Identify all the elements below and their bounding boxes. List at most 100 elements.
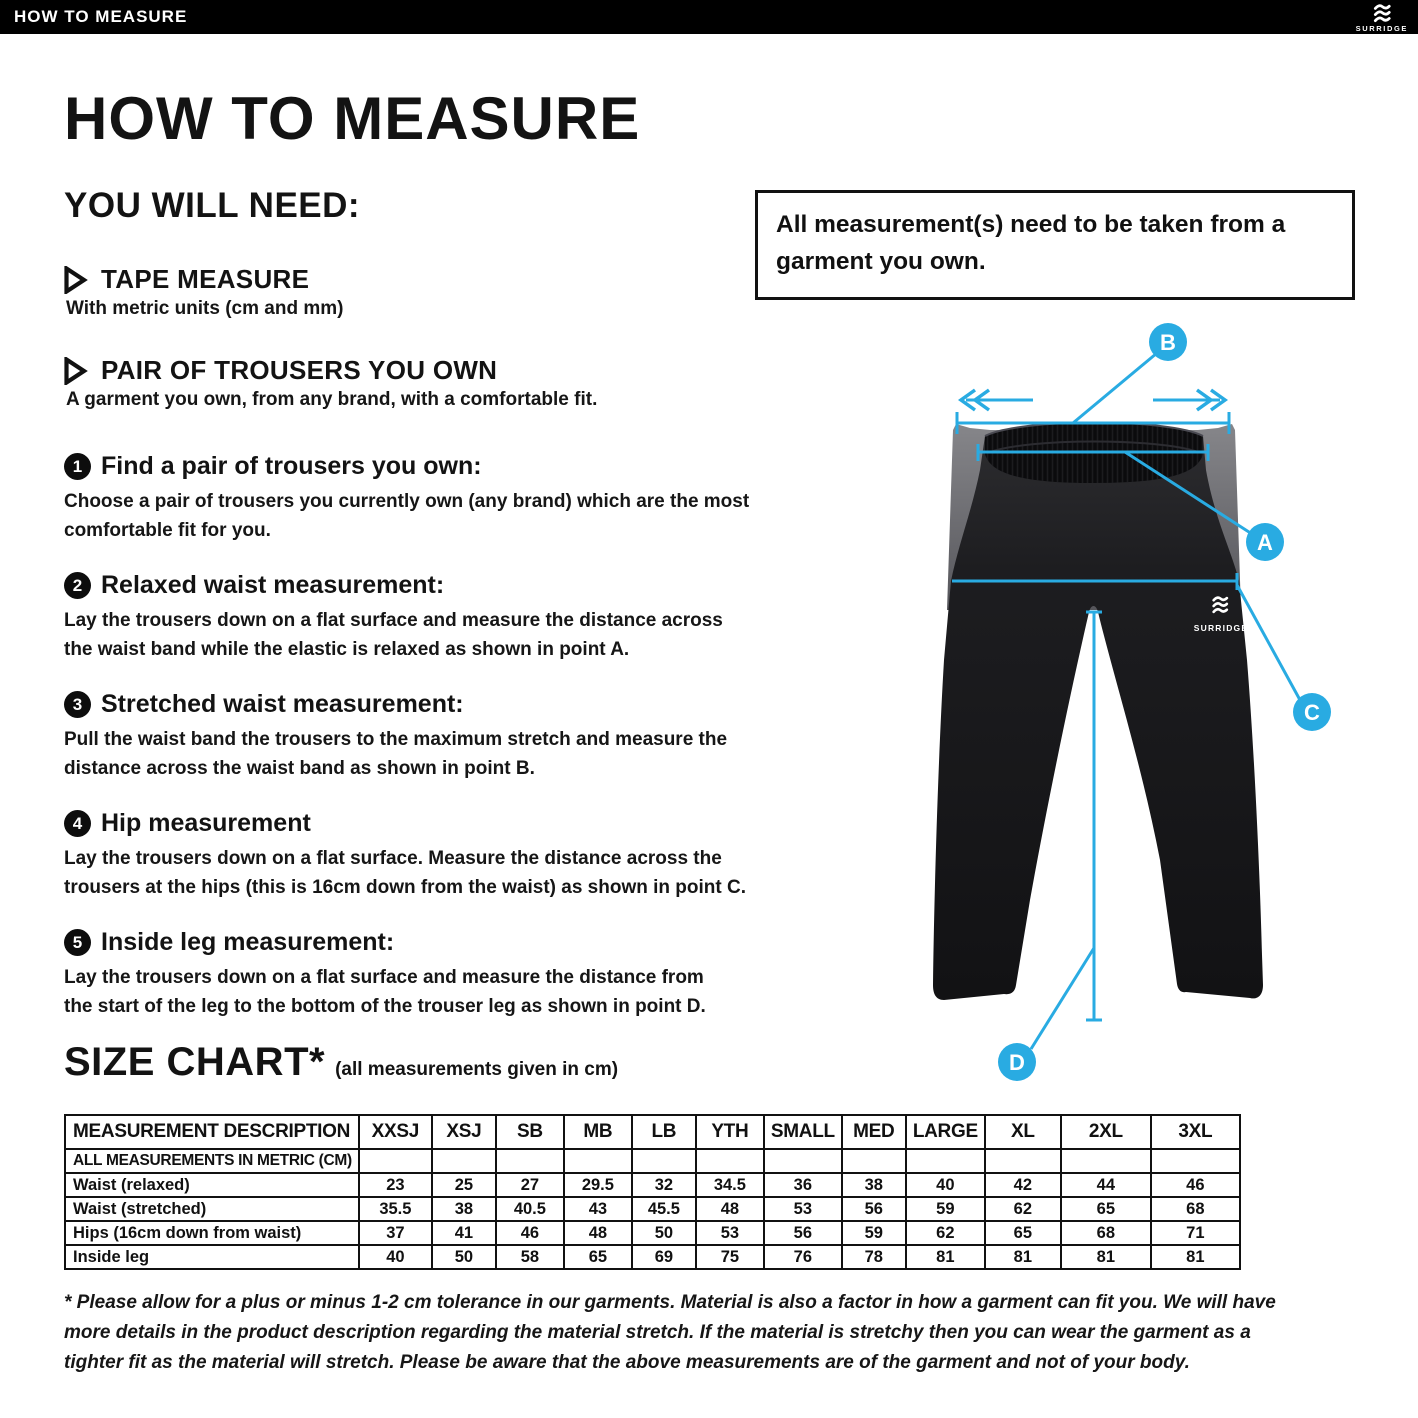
empty-cell	[983, 1148, 1062, 1174]
measurement-value-cell: 68	[1149, 1196, 1241, 1222]
tolerance-footnote: * Please allow for a plus or minus 1-2 c…	[64, 1292, 1276, 1374]
measurement-value-cell: 43	[562, 1196, 633, 1222]
size-column-header: MED	[840, 1114, 907, 1150]
measurement-value-cell: 38	[840, 1172, 907, 1198]
size-chart-title: SIZE CHART*	[64, 1040, 326, 1084]
step-number-badge: 1	[64, 453, 91, 480]
step-number-badge: 3	[64, 691, 91, 718]
size-column-header: 3XL	[1149, 1114, 1241, 1150]
measurement-value-cell: 27	[494, 1172, 565, 1198]
measurement-point-badges: B A C D	[998, 323, 1331, 1081]
measure-step: 2 Relaxed waist measurement: Lay the trous…	[64, 571, 844, 664]
point-D-badge	[998, 1043, 1036, 1081]
size-chart-table: MEASUREMENT DESCRIPTION XXSJ XSJ SB MB LB YTH S…	[64, 1114, 1241, 1270]
size-chart-heading: SIZE CHART* (all measurements given in c…	[64, 1040, 618, 1085]
measurement-value-cell: 38	[430, 1196, 497, 1222]
surridge-logo: SURRIDGE	[1356, 2, 1408, 33]
step-number-badge: 2	[64, 572, 91, 599]
measurement-value-cell: 53	[762, 1196, 843, 1222]
table-row: Waist (stretched) 35.5 38 40.5 43 45.5 48 53 56 5…	[64, 1196, 1241, 1222]
step-title: Find a pair of trousers you own:	[101, 452, 482, 480]
measurement-value-cell: 81	[904, 1244, 986, 1270]
size-column-header: XSJ	[430, 1114, 497, 1150]
size-column-header: MEASUREMENT DESCRIPTION	[64, 1114, 360, 1150]
measurement-value-cell: 45.5	[630, 1196, 697, 1222]
measurement-value-cell: 65	[1059, 1196, 1152, 1222]
measurement-value-cell: 65	[562, 1244, 633, 1270]
measurement-value-cell: 78	[840, 1244, 907, 1270]
point-D-label: D	[1009, 1050, 1025, 1075]
empty-cell	[630, 1148, 697, 1174]
size-column-header: XXSJ	[357, 1114, 433, 1150]
measurement-value-cell: 25	[430, 1172, 497, 1198]
leader-line-A	[1124, 450, 1253, 536]
measurement-value-cell: 56	[840, 1196, 907, 1222]
measurement-value-cell: 50	[630, 1220, 697, 1246]
empty-cell	[430, 1148, 497, 1174]
measurement-value-cell: 75	[694, 1244, 765, 1270]
measurement-value-cell: 56	[762, 1220, 843, 1246]
point-C-label: C	[1304, 700, 1320, 725]
measurement-value-cell: 29.5	[562, 1172, 633, 1198]
measurement-value-cell: 68	[1059, 1220, 1152, 1246]
empty-cell	[904, 1148, 986, 1174]
size-column-header: MB	[562, 1114, 633, 1150]
measurement-value-cell: 36	[762, 1172, 843, 1198]
trousers-body	[933, 424, 1263, 1000]
empty-cell	[694, 1148, 765, 1174]
measurement-value-cell: 81	[983, 1244, 1062, 1270]
measurement-value-cell: 48	[694, 1196, 765, 1222]
measure-step: 4 Hip measurement Lay the trousers down on…	[64, 809, 844, 902]
point-C-badge	[1293, 693, 1331, 731]
need-item-trousers: PAIR OF TROUSERS YOU OWN A garment you o…	[62, 355, 782, 411]
measurement-value-cell: 46	[1149, 1172, 1241, 1198]
measurement-value-cell: 53	[694, 1220, 765, 1246]
page-title: HOW TO MEASURE	[64, 85, 641, 152]
triangle-bullet-icon	[64, 265, 88, 294]
garment-surridge-logo: SURRIDGE	[1194, 598, 1248, 633]
step-description: Pull the waist band the trousers to the …	[64, 729, 728, 779]
leader-line-D	[1029, 947, 1096, 1050]
surridge-s-icon	[1372, 4, 1392, 24]
need-item-desc: With metric units (cm and mm)	[66, 298, 344, 319]
measurement-value-cell: 35.5	[357, 1196, 433, 1222]
size-column-header: LB	[630, 1114, 697, 1150]
step-title: Hip measurement	[101, 809, 311, 837]
point-A-badge	[1246, 523, 1284, 561]
measurement-label-cell: Waist (stretched)	[64, 1196, 360, 1222]
point-B-badge	[1149, 323, 1187, 361]
leader-line-C	[1235, 584, 1302, 701]
measurement-value-cell: 62	[983, 1196, 1062, 1222]
measurement-value-cell: 34.5	[694, 1172, 765, 1198]
surridge-logo-text: SURRIDGE	[1355, 23, 1408, 33]
measurement-value-cell: 69	[630, 1244, 697, 1270]
empty-cell	[1059, 1148, 1152, 1174]
step-description: Lay the trousers down on a flat surface …	[64, 967, 706, 1017]
measurement-value-cell: 81	[1059, 1244, 1152, 1270]
size-column-header: 2XL	[1059, 1114, 1152, 1150]
measurement-value-cell: 59	[904, 1196, 986, 1222]
size-column-header: LARGE	[904, 1114, 986, 1150]
step-title: Inside leg measurement:	[101, 928, 395, 956]
top-bar: HOW TO MEASURE SURRIDGE	[0, 0, 1418, 34]
size-column-header: SB	[494, 1114, 565, 1150]
waistband-drawcord-line	[989, 440, 1199, 453]
garment-logo-text: SURRIDGE	[1194, 623, 1248, 633]
empty-cell	[840, 1148, 907, 1174]
measurement-value-cell: 81	[1149, 1244, 1241, 1270]
you-will-need-heading: YOU WILL NEED:	[64, 186, 361, 225]
notice-box: All measurement(s) need to be taken from…	[755, 190, 1355, 300]
empty-cell	[357, 1148, 433, 1174]
step-description: Lay the trousers down on a flat surface …	[64, 610, 723, 660]
top-bar-title: HOW TO MEASURE	[14, 7, 188, 26]
step-number-badge: 5	[64, 929, 91, 956]
measure-step: 1 Find a pair of trousers you own: Choose …	[64, 452, 844, 545]
table-row: Inside leg 40 50 58 65 69 75 76 78 81 81 81 81	[64, 1244, 1241, 1270]
size-column-header: SMALL	[762, 1114, 843, 1150]
measurement-label-cell: Waist (relaxed)	[64, 1172, 360, 1198]
trousers-measurement-figure: SURRIDGE B A C	[933, 323, 1331, 1081]
measurement-value-cell: 40.5	[494, 1196, 565, 1222]
empty-cell	[562, 1148, 633, 1174]
measurement-label-cell: Inside leg	[64, 1244, 360, 1270]
need-item-title: TAPE MEASURE	[101, 264, 310, 294]
